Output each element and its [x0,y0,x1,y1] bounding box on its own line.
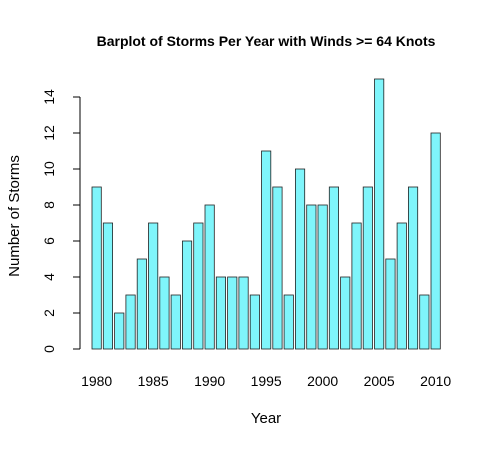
bar-1986 [159,276,170,350]
bar-1992 [227,276,238,350]
bars [91,78,441,350]
bar-1994 [249,294,260,350]
bar-2008 [407,186,419,350]
y-tick-label: 14 [41,89,57,105]
bar-1995 [261,150,272,350]
bar-1998 [294,168,306,350]
y-tick-label: 4 [41,273,57,281]
bar-1990 [204,204,215,350]
bar-2010 [430,132,441,350]
bar-1987 [170,294,181,350]
x-tick-label: 2005 [364,373,395,389]
y-axis-label: Number of Storms [6,155,23,277]
bar-1996 [272,186,283,350]
y-tick-label: 0 [41,345,57,353]
bar-1999 [306,204,317,350]
y-tick-label: 8 [41,201,57,209]
bar-1989 [193,222,204,350]
bar-1982 [114,312,125,350]
bar-1993 [238,276,249,350]
bar-1984 [136,258,147,350]
bar-2003 [351,222,362,350]
bar-2002 [340,276,351,350]
y-axis: 0 2 4 6 8 10 12 14 [41,89,81,353]
bar-2007 [396,222,407,350]
x-axis-label: Year [251,410,281,427]
y-tick-label: 10 [41,161,57,177]
bar-2006 [385,258,396,350]
x-tick-label: 2000 [307,373,338,389]
x-tick-label: 1985 [138,373,169,389]
bar-2009 [419,294,430,350]
bar-2005 [374,78,385,350]
x-tick-label: 1980 [81,373,112,389]
bar-2001 [328,186,339,350]
bar-1997 [283,294,294,350]
bar-1991 [215,276,227,350]
y-tick-label: 12 [41,125,57,141]
y-tick-label: 2 [41,309,57,317]
x-tick-label: 1995 [251,373,282,389]
chart-title: Barplot of Storms Per Year with Winds >=… [97,33,436,49]
bar-1981 [102,222,114,350]
bar-2000 [317,204,328,350]
x-tick-labels: 1980 1985 1990 1995 2000 2005 2010 [81,373,451,389]
bar-1988 [181,240,193,350]
bar-1985 [148,222,159,350]
bar-1983 [125,294,136,350]
bar-1980 [91,186,102,350]
x-tick-label: 1990 [194,373,225,389]
x-tick-label: 2010 [420,373,451,389]
bar-2004 [362,186,373,350]
y-tick-label: 6 [41,237,57,245]
